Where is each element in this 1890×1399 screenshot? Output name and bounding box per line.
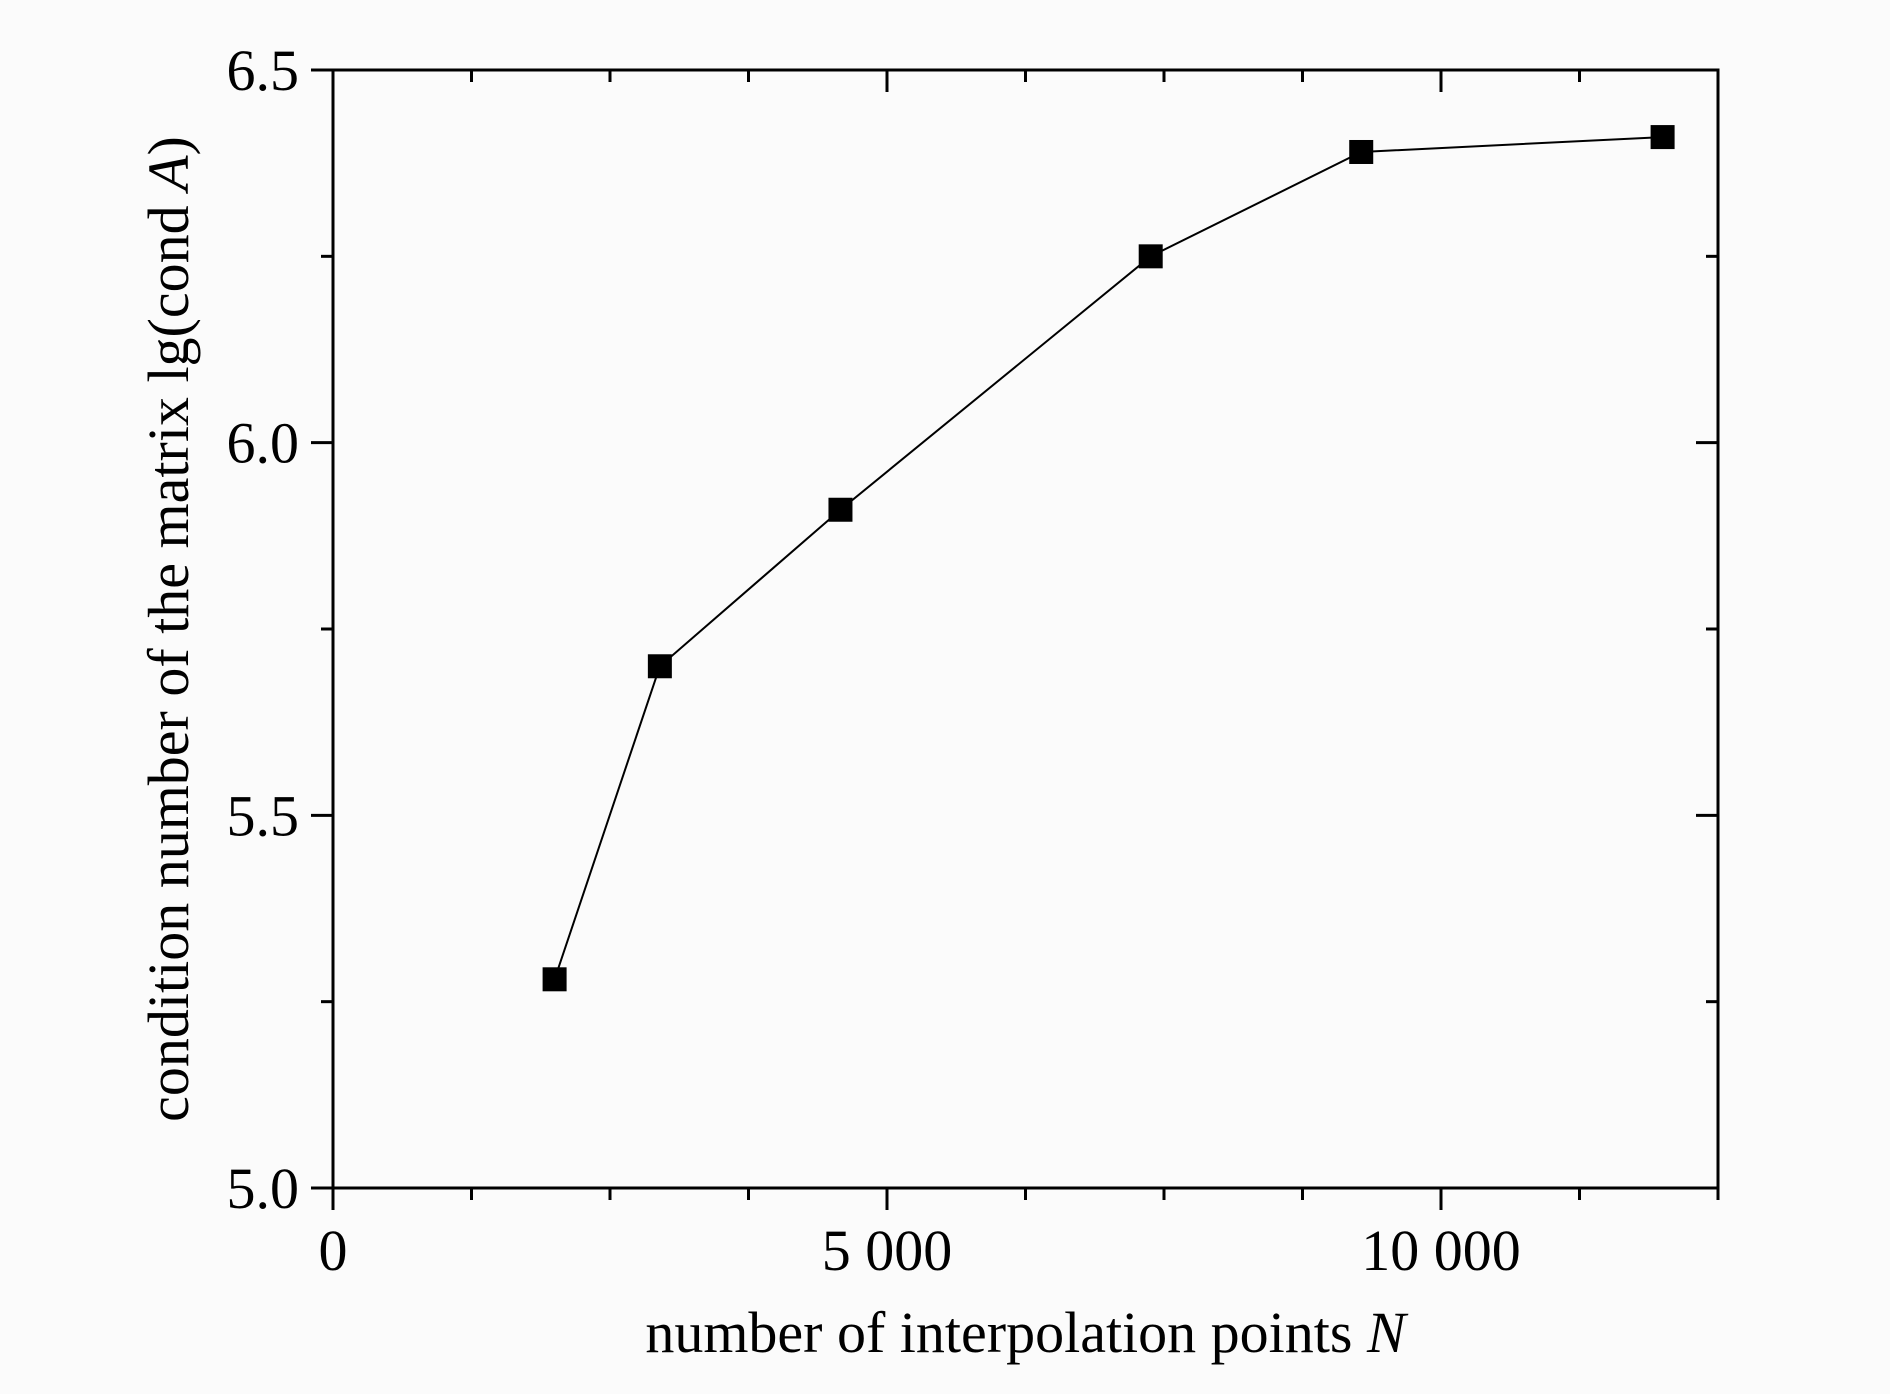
data-point-marker [1349, 139, 1374, 164]
y-axis-title: condition number of the matrix lg(cond A… [136, 136, 201, 1122]
y-axis-title-variable: A [136, 155, 201, 195]
y-tick-label: 6.5 [227, 38, 300, 103]
y-axis-title-text: condition number of the matrix lg(cond [136, 191, 201, 1122]
tick-labels-layer: 0 5 000 10 000 5.0 5.5 6.0 6.5 [227, 38, 1521, 1283]
y-tick-label: 6.0 [227, 411, 300, 476]
ticks-layer [311, 68, 1720, 1210]
series-layer [542, 125, 1675, 992]
data-point-marker [1650, 125, 1675, 150]
data-point-marker [542, 967, 567, 992]
y-tick-label: 5.5 [227, 783, 300, 848]
y-axis-title-close: ) [136, 136, 201, 155]
x-axis-title-text: number of interpolation points [645, 1300, 1367, 1365]
x-tick-label: 5 000 [822, 1218, 953, 1283]
data-point-marker [1138, 244, 1163, 269]
x-tick-label: 0 [319, 1218, 348, 1283]
y-tick-label: 5.0 [227, 1156, 300, 1221]
x-axis-title: number of interpolation points N [645, 1300, 1409, 1365]
data-point-marker [647, 654, 672, 679]
x-tick-label: 10 000 [1361, 1218, 1521, 1283]
x-axis-title-variable: N [1366, 1300, 1409, 1365]
data-point-marker [828, 497, 853, 522]
series-line [553, 136, 1663, 980]
plot-frame [331, 68, 1720, 1190]
